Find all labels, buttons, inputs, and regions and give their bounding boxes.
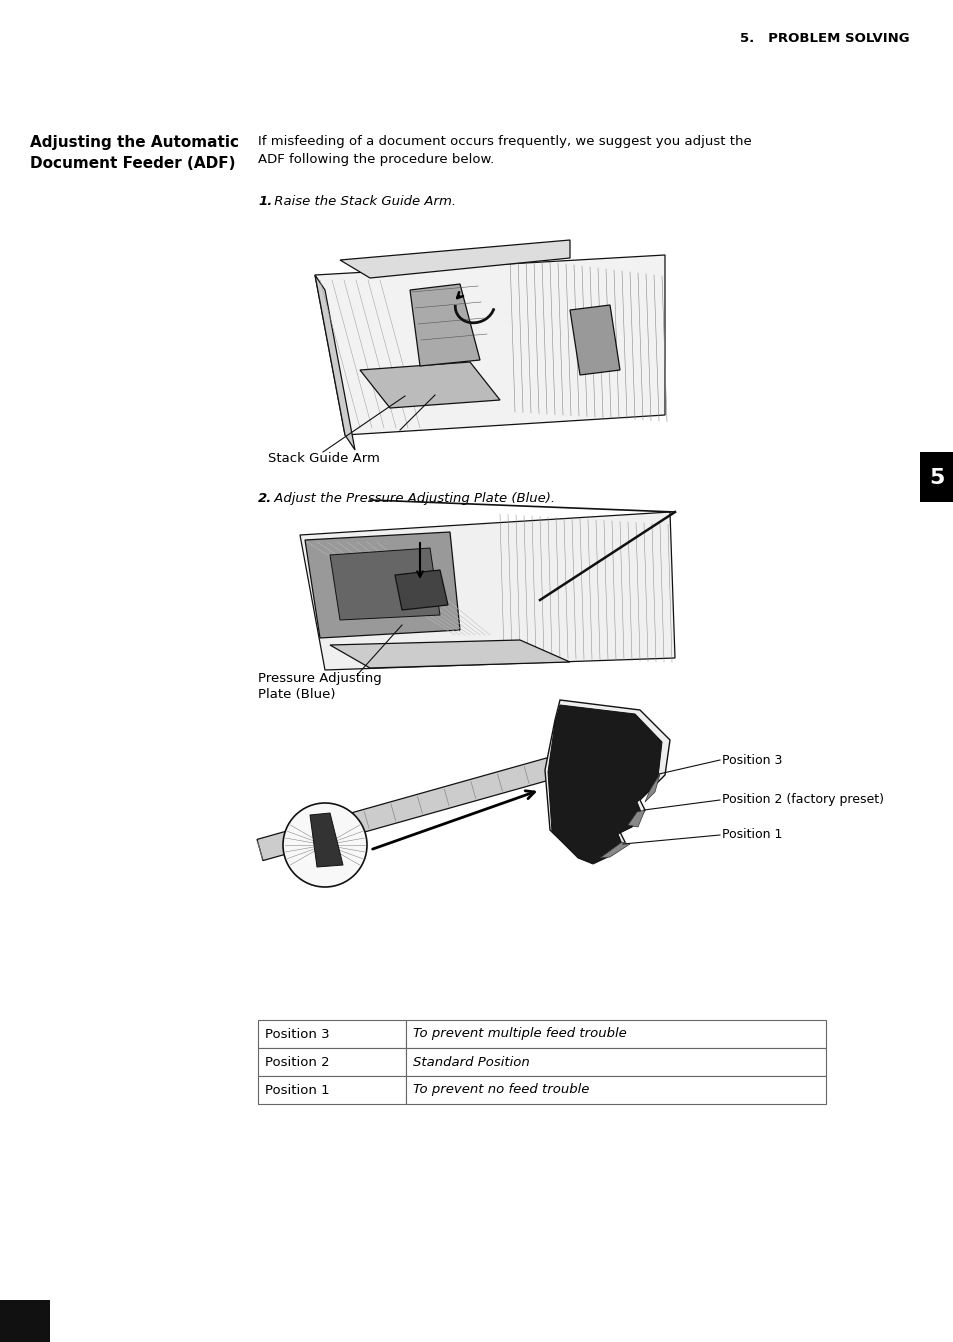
Text: Position 2 (factory preset): Position 2 (factory preset) (721, 793, 883, 807)
Text: ADF following the procedure below.: ADF following the procedure below. (257, 153, 494, 166)
Text: Adjust the Pressure Adjusting Plate (Blue).: Adjust the Pressure Adjusting Plate (Blu… (270, 493, 555, 505)
Polygon shape (410, 285, 479, 366)
Polygon shape (627, 811, 644, 827)
Text: Plate (Blue): Plate (Blue) (257, 688, 335, 701)
Polygon shape (359, 362, 499, 408)
Text: 5: 5 (928, 468, 943, 488)
Text: Position 1: Position 1 (721, 828, 781, 841)
Text: Raise the Stack Guide Arm.: Raise the Stack Guide Arm. (270, 195, 456, 208)
Polygon shape (330, 548, 439, 620)
Text: Standard Position: Standard Position (413, 1056, 529, 1068)
Polygon shape (256, 749, 582, 860)
Bar (257, 1048, 406, 1076)
Text: 1.: 1. (257, 195, 272, 208)
Bar (406, 1048, 825, 1076)
Text: Stack Guide Arm: Stack Guide Arm (268, 452, 379, 464)
Polygon shape (305, 531, 459, 637)
Bar (406, 1076, 825, 1104)
Text: Position 2: Position 2 (265, 1056, 330, 1068)
Polygon shape (314, 255, 664, 435)
Text: To prevent multiple feed trouble: To prevent multiple feed trouble (413, 1028, 626, 1040)
Polygon shape (310, 813, 343, 867)
Circle shape (283, 803, 367, 887)
Bar (257, 1020, 406, 1048)
Polygon shape (599, 841, 629, 858)
Polygon shape (339, 240, 569, 278)
Text: Document Feeder (ADF): Document Feeder (ADF) (30, 156, 235, 170)
Text: 5.   PROBLEM SOLVING: 5. PROBLEM SOLVING (740, 31, 909, 44)
Text: 2.: 2. (257, 493, 272, 505)
Text: Position 3: Position 3 (265, 1028, 330, 1040)
Polygon shape (644, 774, 659, 803)
Text: Pressure Adjusting: Pressure Adjusting (257, 672, 381, 684)
Bar (257, 1076, 406, 1104)
Polygon shape (547, 705, 661, 864)
Bar (406, 1020, 825, 1048)
Text: Position 3: Position 3 (721, 753, 781, 766)
Polygon shape (299, 513, 675, 670)
Polygon shape (569, 305, 619, 374)
Bar (919, 452, 953, 502)
Polygon shape (330, 640, 569, 668)
Text: To prevent no feed trouble: To prevent no feed trouble (413, 1083, 589, 1096)
Bar (0, 1300, 50, 1342)
Polygon shape (544, 701, 669, 862)
Text: Adjusting the Automatic: Adjusting the Automatic (30, 136, 239, 150)
Text: If misfeeding of a document occurs frequently, we suggest you adjust the: If misfeeding of a document occurs frequ… (257, 136, 751, 148)
Text: Position 1: Position 1 (265, 1083, 330, 1096)
Polygon shape (314, 275, 355, 450)
Polygon shape (395, 570, 448, 611)
